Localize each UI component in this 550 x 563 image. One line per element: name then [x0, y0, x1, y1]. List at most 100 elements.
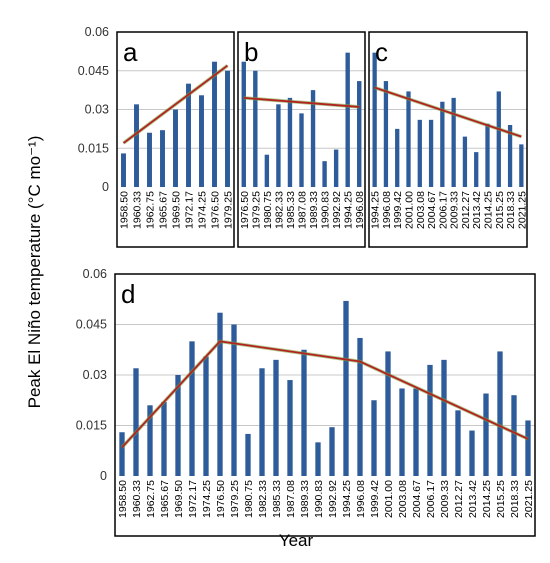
x-tick-label: 1992.92: [331, 191, 343, 229]
y-tick-label: 0.03: [83, 368, 107, 382]
x-tick-label: 1982.33: [257, 480, 269, 518]
bar: [462, 136, 468, 187]
x-tick-label: 1999.42: [392, 191, 404, 229]
bar: [417, 119, 422, 187]
x-tick-label: 2003.08: [397, 480, 409, 518]
x-tick-label: 1994.25: [341, 480, 353, 518]
x-tick-label: 1960.33: [132, 191, 144, 229]
bar: [451, 97, 456, 187]
bar: [497, 351, 503, 476]
bar: [173, 109, 178, 187]
panel-letter: b: [244, 37, 258, 67]
x-tick-label: 1974.25: [197, 191, 209, 229]
bar: [299, 113, 304, 187]
x-tick-label: 1985.33: [285, 191, 297, 229]
x-tick-label: 1972.17: [184, 191, 196, 229]
bar: [469, 430, 475, 476]
bar: [399, 388, 405, 476]
bar: [217, 312, 223, 476]
x-tick-label: 2004.67: [426, 191, 438, 229]
panel-a: a 0 0.015 0.03 0.045 0.06 1958.50 1960.33 1962.7…: [78, 25, 235, 248]
bar: [511, 395, 517, 476]
x-tick-label: 1996.08: [354, 191, 366, 229]
bar: [276, 104, 281, 187]
bar: [440, 101, 445, 187]
panel-b: b 1976.50 1979.25 1980.75 1982.33 1985.33 1987…: [237, 31, 366, 248]
bar: [329, 427, 335, 476]
bar: [413, 388, 419, 476]
bar: [427, 364, 433, 476]
x-tick-label: 2018.33: [505, 191, 517, 229]
x-tick-label: 1962.75: [145, 480, 157, 518]
x-tick-label: 1976.50: [210, 191, 222, 229]
y-tick-label: 0.045: [76, 318, 107, 332]
bar: [395, 128, 400, 187]
bar: [385, 351, 391, 476]
bar: [507, 125, 513, 187]
x-tick-label: 2018.33: [509, 480, 521, 518]
bar: [455, 410, 461, 476]
x-tick-label: 1974.25: [201, 480, 213, 518]
y-axis-label: Peak El Niño temperature (°C mo⁻¹): [25, 136, 44, 409]
bar: [357, 81, 362, 187]
bar: [134, 104, 139, 187]
bar: [161, 401, 167, 476]
bar: [133, 368, 139, 476]
bar: [525, 420, 531, 476]
bar: [441, 359, 447, 476]
x-tick-label: 2021.25: [516, 191, 528, 229]
y-tick-label: 0.015: [78, 141, 109, 155]
bar: [225, 70, 230, 187]
x-tick-label: 1994.25: [343, 191, 355, 229]
bar: [315, 442, 321, 476]
bar: [175, 375, 181, 476]
x-tick-label: 1960.33: [131, 480, 143, 518]
x-tick-label: 2013.42: [471, 191, 483, 229]
bar: [253, 70, 258, 187]
bar: [203, 356, 209, 476]
bar: [428, 119, 434, 187]
x-tick-label: 1979.25: [250, 191, 262, 229]
y-tick-label: 0.03: [85, 103, 109, 117]
x-tick-label: 1969.50: [171, 191, 183, 229]
x-tick-label: 1996.08: [355, 480, 367, 518]
x-tick-label: 2009.33: [439, 480, 451, 518]
x-tick-label: 2001.00: [404, 191, 416, 229]
bar: [496, 91, 501, 187]
x-tick-label: 1979.25: [223, 191, 235, 229]
x-tick-label: 1958.50: [119, 191, 131, 229]
x-tick-label: 2015.25: [494, 191, 506, 229]
bar: [231, 324, 237, 476]
x-tick-label: 1985.33: [271, 480, 283, 518]
x-tick-label: 2006.17: [437, 191, 449, 229]
x-tick-label: 1982.33: [273, 191, 285, 229]
bar: [322, 161, 327, 187]
bar: [147, 405, 153, 476]
bar: [147, 132, 152, 187]
x-tick-label: 2006.17: [425, 480, 437, 518]
x-tick-label: 1980.75: [262, 191, 274, 229]
x-tick-label: 1999.42: [369, 480, 381, 518]
bar: [212, 61, 217, 188]
x-tick-label: 1992.92: [327, 480, 339, 518]
x-tick-label: 2004.67: [411, 480, 423, 518]
bar: [186, 83, 191, 187]
bar: [245, 433, 251, 476]
y-tick-label: 0.015: [76, 419, 107, 433]
bar: [406, 91, 411, 187]
bar: [343, 300, 349, 476]
panel-frame: [116, 31, 235, 248]
bar: [519, 144, 524, 187]
bar: [259, 368, 265, 476]
bar: [264, 154, 270, 187]
x-tick-label: 2015.25: [495, 480, 507, 518]
bar: [241, 61, 246, 188]
y-tick-label: 0.06: [83, 267, 107, 281]
x-tick-label: 2001.00: [383, 480, 395, 518]
x-tick-label: 1958.50: [117, 480, 129, 518]
bar: [119, 432, 125, 476]
panel-frame: [237, 31, 366, 248]
x-tick-label: 1994.25: [370, 191, 382, 229]
trend-line: [122, 64, 229, 144]
